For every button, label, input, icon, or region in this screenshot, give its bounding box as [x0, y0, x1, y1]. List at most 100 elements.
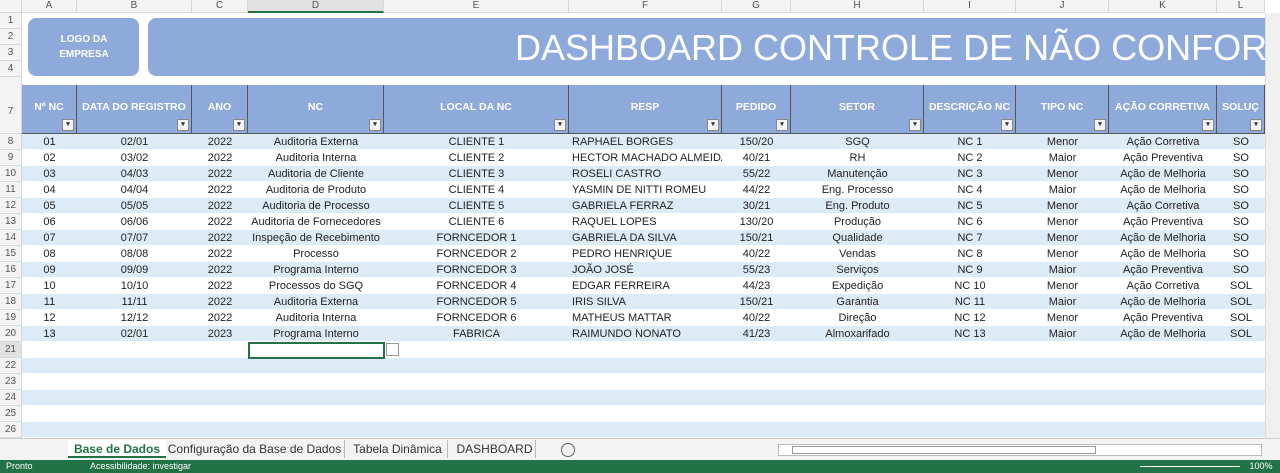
- cell: 2023: [207, 328, 233, 340]
- cell: Maior: [1048, 296, 1077, 308]
- status-text: Pronto: [6, 461, 33, 471]
- cell: Qualidade: [832, 232, 883, 244]
- filter-button[interactable]: ▾: [1250, 119, 1262, 131]
- row-number: 9: [0, 150, 22, 166]
- cell: 05/05: [120, 200, 149, 212]
- zoom-level[interactable]: 100%: [1249, 461, 1273, 471]
- cell: 02/01: [120, 328, 149, 340]
- cell: Expedição: [831, 280, 884, 292]
- cell: 02: [43, 152, 56, 164]
- filter-button[interactable]: ▾: [1001, 119, 1013, 131]
- cell: NC 2: [957, 152, 983, 164]
- cell: SO: [1233, 200, 1249, 212]
- filter-button[interactable]: ▾: [233, 119, 245, 131]
- filter-button[interactable]: ▾: [554, 119, 566, 131]
- logo-text: LOGO DA EMPRESA: [59, 34, 109, 60]
- row-number: 14: [0, 230, 22, 246]
- cell: EDGAR FERREIRA: [572, 280, 670, 292]
- row-band: [22, 246, 1265, 262]
- scroll-thumb[interactable]: [792, 446, 1096, 454]
- row-band: [22, 230, 1265, 246]
- cell: 40/22: [742, 248, 771, 260]
- cell: SGQ: [845, 136, 870, 148]
- cell: MATHEUS MATTAR: [572, 312, 672, 324]
- cell: Maior: [1048, 264, 1077, 276]
- row-band: [22, 390, 1265, 406]
- cell: 11/11: [121, 296, 148, 308]
- cell: 08/08: [120, 248, 149, 260]
- cell: 01: [43, 136, 56, 148]
- sheet-tab[interactable]: DASHBOARD: [454, 440, 536, 458]
- cell: 2022: [207, 264, 233, 276]
- filter-button[interactable]: ▾: [369, 119, 381, 131]
- cell: 2022: [207, 152, 233, 164]
- cell: Ação de Melhoria: [1120, 296, 1206, 308]
- row-number: 25: [0, 406, 22, 422]
- cell: SO: [1233, 168, 1249, 180]
- cell: Garantia: [836, 296, 879, 308]
- cell: NC 12: [954, 312, 986, 324]
- cell: Menor: [1046, 200, 1079, 212]
- column-letter: I: [924, 0, 1016, 13]
- cell: CLIENTE 3: [448, 168, 505, 180]
- cell: SOL: [1229, 280, 1252, 292]
- row-number: 18: [0, 294, 22, 310]
- row-band: [22, 134, 1265, 150]
- row-number: 8: [0, 134, 22, 150]
- zoom-slider[interactable]: [1140, 466, 1240, 467]
- sheet-tab[interactable]: Base de Dados: [68, 440, 166, 458]
- cell: GABRIELA DA SILVA: [572, 232, 677, 244]
- column-header-bar: [0, 0, 22, 13]
- cell: NC 6: [957, 216, 983, 228]
- cell: CLIENTE 6: [448, 216, 505, 228]
- cell: Auditoria Interna: [275, 312, 357, 324]
- filter-button[interactable]: ▾: [177, 119, 189, 131]
- filter-button[interactable]: ▾: [1202, 119, 1214, 131]
- cell: Ação de Melhoria: [1120, 168, 1206, 180]
- accessibility-status[interactable]: Acessibilidade: investigar: [90, 461, 192, 471]
- filter-button[interactable]: ▾: [62, 119, 74, 131]
- table-header-cell: LOCAL DA NC ▾: [384, 85, 569, 134]
- cell: Menor: [1046, 232, 1079, 244]
- cell: 09: [43, 264, 56, 276]
- cell: Inspeção de Recebimento: [252, 232, 380, 244]
- cell: ROSELI CASTRO: [572, 168, 662, 180]
- add-sheet-button[interactable]: [561, 443, 575, 457]
- filter-button[interactable]: ▾: [707, 119, 719, 131]
- cell: 04/03: [120, 168, 149, 180]
- cell: Menor: [1046, 168, 1079, 180]
- cell: 08: [43, 248, 56, 260]
- cell: 12/12: [120, 312, 149, 324]
- filter-button[interactable]: ▾: [776, 119, 788, 131]
- cell: 40/21: [742, 152, 771, 164]
- sheet-tab[interactable]: Configuração da Base de Dados: [165, 440, 345, 458]
- cell: Processo: [293, 248, 339, 260]
- row-number: 17: [0, 278, 22, 294]
- row-number: 3: [0, 45, 22, 61]
- sheet-tab[interactable]: Tabela Dinâmica: [348, 440, 448, 458]
- filter-button[interactable]: ▾: [909, 119, 921, 131]
- column-letter: E: [384, 0, 569, 13]
- cell: Menor: [1046, 280, 1079, 292]
- table-header-cell: DATA DO REGISTRO ▾: [77, 85, 192, 134]
- cell: SO: [1233, 216, 1249, 228]
- cell: 12: [43, 312, 56, 324]
- cell: RAIMUNDO NONATO: [572, 328, 681, 340]
- filter-button[interactable]: ▾: [1094, 119, 1106, 131]
- selected-cell[interactable]: [248, 342, 385, 359]
- cell: 03: [43, 168, 56, 180]
- row-number: 7: [0, 77, 22, 134]
- cell: FORNCEDOR 4: [436, 280, 517, 292]
- row-number: 11: [0, 182, 22, 198]
- cell: FORNCEDOR 1: [436, 232, 517, 244]
- cell: FORNCEDOR 5: [436, 296, 517, 308]
- row-number: 21: [0, 342, 22, 358]
- cell-dropdown[interactable]: [386, 343, 399, 356]
- cell: 07/07: [120, 232, 149, 244]
- cell: NC 7: [957, 232, 983, 244]
- column-letter: F: [569, 0, 722, 13]
- vertical-scrollbar[interactable]: [1265, 13, 1280, 438]
- row-band: [22, 294, 1265, 310]
- cell: 130/20: [739, 216, 774, 228]
